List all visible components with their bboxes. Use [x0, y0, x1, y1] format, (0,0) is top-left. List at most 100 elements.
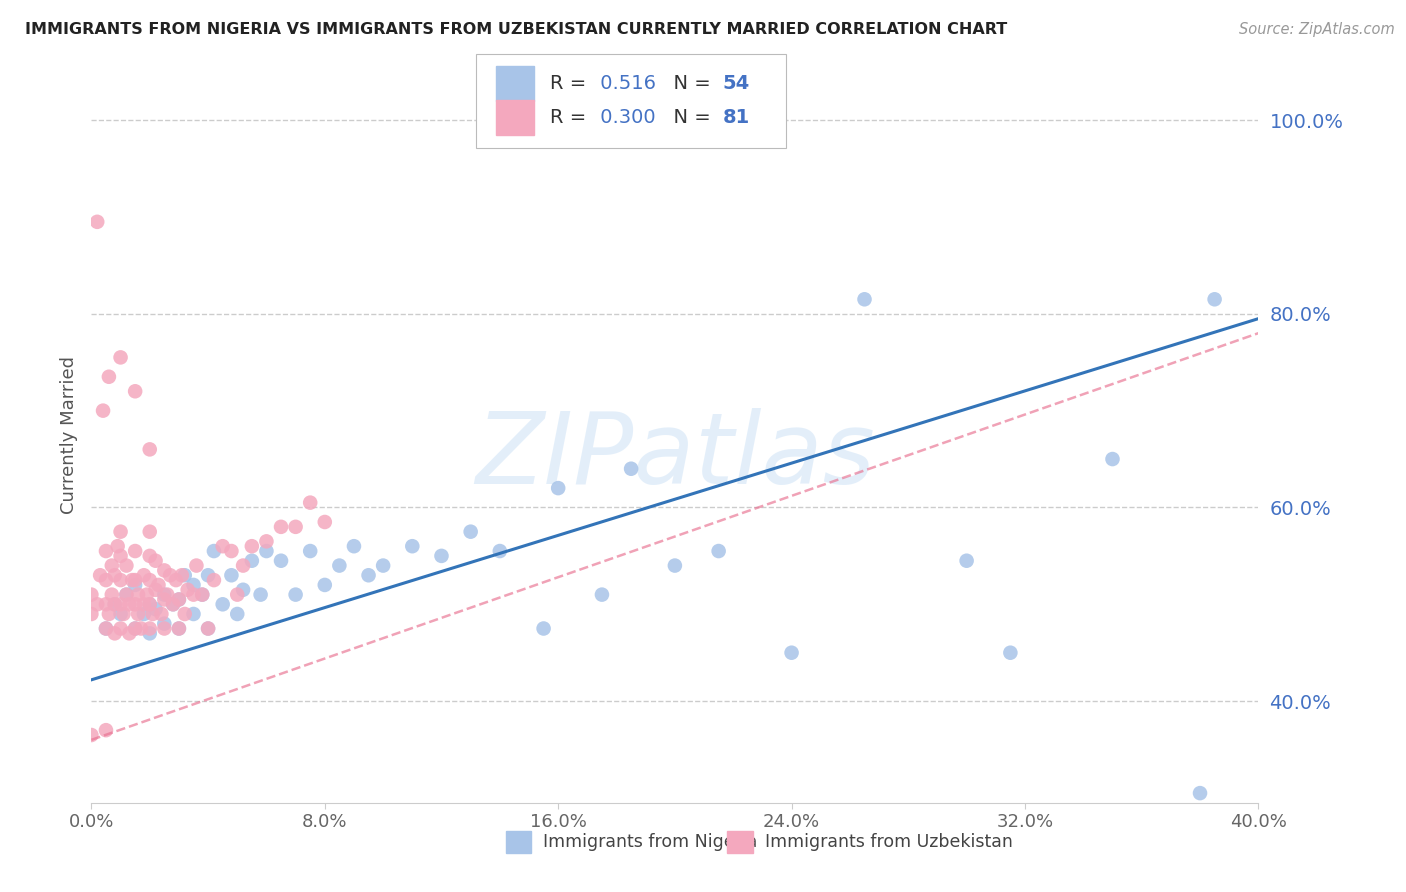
- Point: [104, 626, 127, 640]
- Bar: [496, 100, 534, 136]
- Point: [145, 582, 167, 597]
- Text: R =: R =: [550, 108, 592, 128]
- Point: [1204, 293, 1226, 307]
- Point: [138, 626, 162, 640]
- Point: [138, 524, 162, 539]
- Point: [371, 558, 394, 573]
- Point: [159, 568, 181, 582]
- Point: [173, 568, 195, 582]
- Point: [104, 568, 127, 582]
- Point: [314, 578, 336, 592]
- Text: N =: N =: [661, 74, 717, 94]
- Point: [707, 544, 730, 558]
- Point: [138, 442, 162, 457]
- Point: [232, 582, 254, 597]
- Point: [170, 568, 193, 582]
- Point: [153, 616, 176, 631]
- Point: [284, 588, 307, 602]
- Point: [167, 592, 190, 607]
- Point: [232, 558, 254, 573]
- Point: [167, 622, 190, 636]
- Point: [211, 597, 233, 611]
- Point: [620, 461, 643, 475]
- Point: [97, 607, 120, 621]
- Point: [547, 481, 569, 495]
- Point: [183, 607, 205, 621]
- Point: [249, 588, 271, 602]
- Point: [138, 597, 162, 611]
- Point: [107, 539, 129, 553]
- Point: [121, 573, 143, 587]
- Point: [138, 597, 162, 611]
- Point: [221, 568, 243, 582]
- Text: Immigrants from Nigeria: Immigrants from Nigeria: [543, 833, 758, 851]
- Point: [183, 578, 205, 592]
- Point: [153, 592, 176, 607]
- Point: [124, 384, 146, 399]
- Point: [357, 568, 380, 582]
- Bar: [506, 830, 531, 853]
- Point: [664, 558, 686, 573]
- Point: [127, 588, 149, 602]
- Point: [197, 622, 219, 636]
- Point: [401, 539, 423, 553]
- Point: [124, 544, 146, 558]
- Point: [226, 588, 249, 602]
- Text: Source: ZipAtlas.com: Source: ZipAtlas.com: [1239, 22, 1395, 37]
- Point: [153, 622, 176, 636]
- Text: N =: N =: [661, 108, 717, 128]
- Point: [101, 588, 124, 602]
- Point: [97, 369, 120, 384]
- Point: [104, 597, 127, 611]
- Point: [162, 597, 184, 611]
- Point: [853, 293, 876, 307]
- Point: [124, 597, 146, 611]
- Point: [135, 588, 157, 602]
- Point: [150, 607, 173, 621]
- FancyBboxPatch shape: [477, 54, 786, 148]
- Y-axis label: Currently Married: Currently Married: [59, 356, 77, 514]
- Point: [124, 573, 146, 587]
- Point: [145, 602, 167, 616]
- Point: [191, 588, 214, 602]
- Point: [299, 495, 322, 509]
- Point: [591, 588, 613, 602]
- Point: [173, 607, 195, 621]
- Point: [110, 524, 132, 539]
- Point: [460, 524, 482, 539]
- Point: [86, 597, 108, 611]
- Point: [80, 588, 103, 602]
- Point: [94, 597, 117, 611]
- Point: [197, 568, 219, 582]
- Point: [240, 539, 263, 553]
- Text: 54: 54: [723, 74, 749, 94]
- Point: [165, 573, 187, 587]
- Point: [153, 563, 176, 577]
- Point: [299, 544, 322, 558]
- Text: IMMIGRANTS FROM NIGERIA VS IMMIGRANTS FROM UZBEKISTAN CURRENTLY MARRIED CORRELAT: IMMIGRANTS FROM NIGERIA VS IMMIGRANTS FR…: [25, 22, 1008, 37]
- Point: [138, 622, 162, 636]
- Point: [167, 592, 190, 607]
- Point: [129, 622, 152, 636]
- Point: [118, 626, 141, 640]
- Point: [489, 544, 512, 558]
- Point: [148, 578, 170, 592]
- Point: [430, 549, 453, 563]
- Point: [176, 582, 198, 597]
- Point: [183, 588, 205, 602]
- Point: [221, 544, 243, 558]
- Point: [101, 558, 124, 573]
- Point: [254, 544, 277, 558]
- Point: [132, 597, 155, 611]
- Point: [780, 646, 803, 660]
- Point: [94, 622, 117, 636]
- Point: [94, 622, 117, 636]
- Point: [314, 515, 336, 529]
- Point: [270, 520, 292, 534]
- Text: ZIPatlas: ZIPatlas: [475, 409, 875, 506]
- Point: [115, 588, 138, 602]
- Point: [94, 723, 117, 738]
- Point: [110, 597, 132, 611]
- Point: [1189, 786, 1212, 800]
- Point: [1000, 646, 1022, 660]
